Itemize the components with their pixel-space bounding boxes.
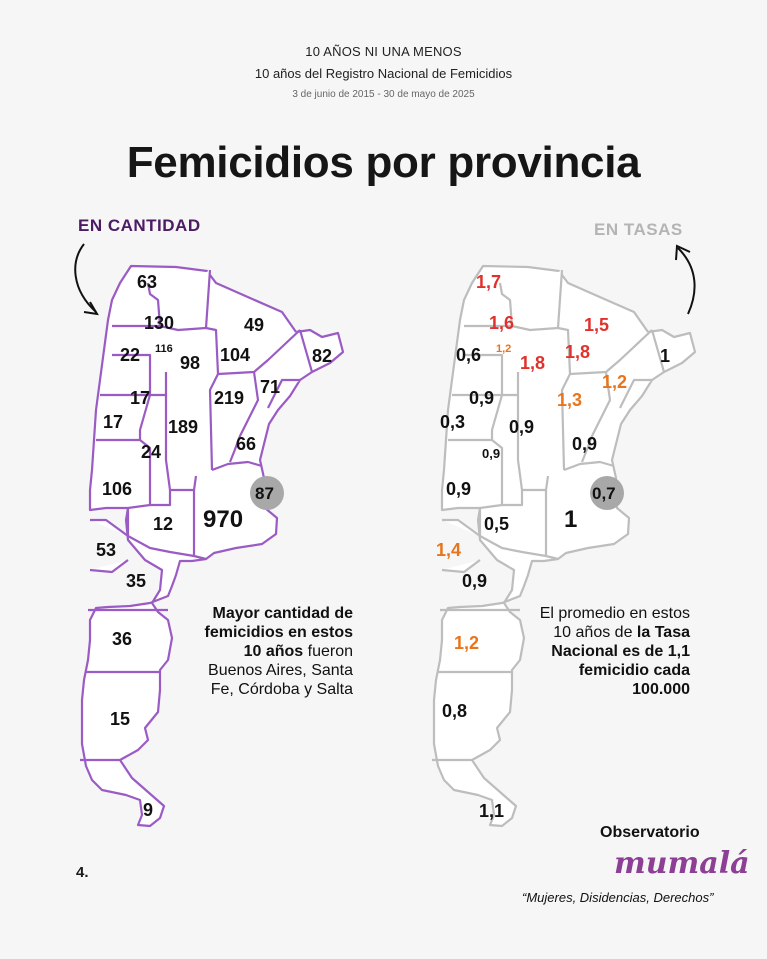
rate-jujuy: 1,7: [476, 272, 501, 292]
rate-santa-cruz: 0,8: [442, 701, 467, 721]
mumala-logo: mumalá: [614, 846, 750, 881]
rate-neuquen: 1,4: [436, 540, 461, 560]
rate-tierra-del-fuego: 1,1: [479, 801, 504, 821]
caba-circle: [250, 476, 284, 510]
val-la-pampa: 12: [153, 514, 173, 534]
val-misiones: 82: [312, 346, 332, 366]
rate-la-pampa: 0,5: [484, 514, 509, 534]
val-san-juan: 17: [103, 412, 123, 432]
arrow-right-head-icon: [675, 244, 691, 261]
page-title: Femicidios por provincia: [126, 138, 641, 187]
val-neuquen: 53: [96, 540, 116, 560]
val-salta: 130: [144, 313, 174, 333]
val-san-luis: 24: [141, 442, 161, 462]
note-tasas-start: El promedio en estos 10 años de: [539, 605, 690, 641]
val-santa-cruz: 15: [110, 709, 130, 729]
val-catamarca: 22: [120, 345, 140, 365]
rate-santiago: 1,8: [520, 353, 545, 373]
arrow-left-head-icon: [83, 301, 99, 316]
rate-rio-negro: 0,9: [462, 571, 487, 591]
note-tasas: El promedio en estos 10 años de la Tasa …: [520, 604, 690, 699]
rate-chaco: 1,8: [565, 342, 590, 362]
val-santa-fe: 219: [214, 388, 244, 408]
val-tucuman: 116: [155, 343, 173, 355]
rate-entre-rios: 0,9: [572, 434, 597, 454]
val-caba: 87: [255, 484, 274, 503]
rate-salta: 1,6: [489, 313, 514, 333]
rate-formosa: 1,5: [584, 315, 609, 335]
val-chubut: 36: [112, 629, 132, 649]
arrow-right-icon: [677, 247, 696, 315]
note-cantidad-bold: Mayor cantidad de femicidios en estos 10…: [204, 605, 354, 660]
note-cantidad: Mayor cantidad de femicidios en estos 10…: [195, 604, 354, 699]
val-la-rioja: 17: [130, 388, 150, 408]
rate-mendoza: 0,9: [446, 479, 471, 499]
caba-circle-tasas: [590, 476, 624, 510]
rate-catamarca: 0,6: [456, 345, 481, 365]
rate-corrientes: 1,2: [602, 372, 627, 392]
label-en-cantidad: EN CANTIDAD: [78, 216, 201, 235]
rate-caba: 0,7: [592, 484, 616, 503]
rate-santa-fe: 1,3: [557, 390, 582, 410]
val-jujuy: 63: [137, 272, 157, 292]
rate-buenos-aires: 1: [564, 506, 577, 533]
val-tierra-del-fuego: 9: [143, 800, 153, 820]
rate-san-luis: 0,9: [482, 446, 500, 461]
val-mendoza: 106: [102, 479, 132, 499]
arrow-left-icon: [74, 243, 97, 313]
val-santiago: 98: [180, 353, 200, 373]
val-buenos-aires: 970: [203, 506, 243, 533]
rate-la-rioja: 0,9: [469, 388, 494, 408]
rate-tucuman: 1,2: [496, 343, 511, 355]
header-line-2: 10 años del Registro Nacional de Femicid…: [254, 66, 513, 81]
observatorio-label: Observatorio: [600, 824, 700, 841]
val-rio-negro: 35: [126, 571, 146, 591]
val-cordoba: 189: [168, 417, 198, 437]
rate-san-juan: 0,3: [440, 412, 465, 432]
rate-chubut: 1,2: [454, 633, 479, 653]
val-chaco: 104: [220, 345, 250, 365]
page-number: 4.: [76, 864, 89, 881]
slogan: “Mujeres, Disidencias, Derechos”: [522, 890, 714, 905]
rate-cordoba: 0,9: [509, 417, 534, 437]
map-en-tasas: [430, 264, 697, 828]
label-en-tasas: EN TASAS: [594, 220, 683, 239]
rate-misiones: 1: [660, 346, 670, 366]
val-corrientes: 71: [260, 377, 280, 397]
note-tasas-bold: la Tasa Nacional es de 1,1 femicidio cad…: [551, 624, 690, 698]
val-entre-rios: 66: [236, 434, 256, 454]
map-en-cantidad: [78, 264, 345, 828]
val-formosa: 49: [244, 315, 264, 335]
header-line-1: 10 AÑOS NI UNA MENOS: [305, 44, 462, 59]
header-date-range: 3 de junio de 2015 - 30 de mayo de 2025: [292, 89, 475, 100]
note-cantidad-rest: fueron Buenos Aires, Santa Fe, Córdoba y…: [208, 643, 353, 698]
